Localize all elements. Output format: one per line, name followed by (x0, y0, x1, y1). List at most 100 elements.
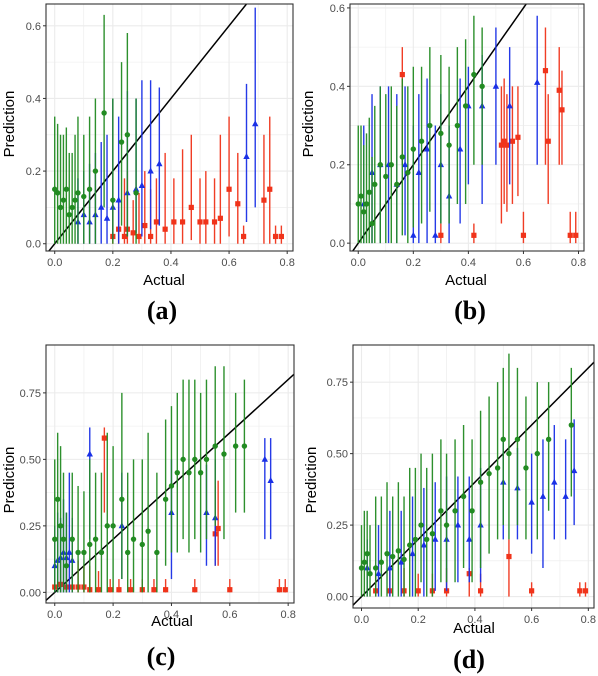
panel-c-point-green (52, 536, 58, 542)
panel-c-point-green (174, 469, 180, 476)
panel-c-point-red (95, 587, 102, 593)
panel-a-point-blue (147, 167, 154, 174)
panel-b-point-green (388, 162, 394, 168)
panel-c-point-green (154, 549, 160, 556)
panel-b-x-tick-label: 0.8 (571, 257, 586, 269)
panel-d-plot-area: 0.0 0.2 0.4 0.6 0.8 0.00 0.25 0.50 0.75 (327, 344, 596, 626)
panel-a-plot-area: 0.0 0.2 0.4 0.6 0.8 0.0 0.2 0.4 0.6 (26, 3, 295, 269)
panel-d-point-blue (409, 550, 416, 557)
panel-b-y-tick-label: 0.2 (330, 160, 345, 172)
panel-d-point-green (401, 556, 407, 563)
panel-b-point-blue (401, 161, 409, 168)
panel-b-point-red (573, 232, 579, 238)
panel-d-point-blue (420, 541, 428, 548)
panel-a-point-red (179, 219, 186, 225)
panel-d-point-blue (375, 570, 382, 577)
panel-b: Prediction Actual (b) 0.0 0.2 0.4 0.6 0.80.0… (300, 3, 586, 325)
panel-a-background (46, 4, 293, 251)
panel-d-point-green (523, 465, 529, 471)
panel-a-point-red (267, 186, 273, 192)
panel-c-y-axis-title: Prediction (1, 447, 18, 514)
panel-a-y-axis-title: Prediction (1, 91, 18, 158)
panel-d-point-green (443, 522, 450, 528)
panel-b-x-tick-label: 0.4 (461, 257, 476, 269)
panel-c-point-red (107, 587, 113, 593)
panel-a-y-tick-label: 0.6 (26, 21, 41, 33)
panel-a-identity-line (47, 4, 248, 251)
panel-c-point-green (162, 496, 169, 502)
panel-b-point-green (446, 142, 452, 148)
panel-a-point-red (211, 219, 218, 225)
panel-a-point-red (121, 233, 128, 240)
panel-d-letter: (d) (453, 645, 485, 674)
panel-c-point-green (119, 496, 125, 502)
panel-a-point-red (278, 233, 284, 240)
panel-c-point-green (212, 443, 218, 449)
panel-a-x-tick-label: 0.4 (163, 257, 178, 269)
panel-d-y-tick-label: 0.00 (327, 592, 348, 604)
panel-a-point-green (60, 197, 67, 203)
panel-c-point-green (60, 536, 67, 542)
panel-b-point-red (509, 138, 516, 144)
panel-b-point-green (383, 173, 389, 180)
panel-a-point-green (86, 186, 93, 192)
panel-d-point-green (364, 550, 370, 557)
panel-a-point-red (148, 233, 154, 240)
panel-a-point-red (261, 197, 267, 203)
panel-b-point-green (369, 220, 375, 227)
panel-d-point-green (469, 508, 475, 514)
panel-a-point-blue (252, 120, 259, 127)
panel-d-point-green (545, 436, 552, 443)
panel-b-point-blue (410, 231, 417, 238)
panel-b-point-blue (415, 168, 423, 175)
panel-d-x-tick-label: 0.2 (411, 614, 426, 626)
panel-d-point-blue (551, 478, 558, 485)
panel-d-y-tick-label: 0.50 (327, 449, 348, 461)
panel-d-point-blue (454, 521, 462, 528)
panel-d-point-blue (528, 498, 535, 505)
panel-c-data-layer (46, 366, 294, 602)
panel-a-y-tick-label: 0.4 (26, 93, 41, 105)
panel-c-point-green (63, 563, 70, 569)
panel-b-y-axis-title: Prediction (300, 91, 317, 158)
panel-d-y-tick-label: 0.25 (327, 520, 348, 532)
panel-c-y-tick-label: 0.75 (20, 388, 41, 400)
panel-a-point-green (110, 197, 116, 203)
panel-c-point-green (203, 456, 210, 463)
panel-b-letter: (b) (454, 296, 486, 325)
panel-b-point-green (372, 181, 378, 188)
panel-a-point-red (235, 201, 241, 207)
panel-c-point-green (241, 443, 248, 449)
panel-a-point-blue (156, 160, 163, 167)
panel-a-point-red (217, 215, 223, 221)
panel-b-ticks: 0.0 0.2 0.4 0.6 0.8 0.0 0.2 0.4 0.6 (330, 3, 586, 269)
panel-b-point-green (462, 103, 469, 109)
panel-d-point-green (372, 565, 379, 571)
panel-c-point-green (75, 549, 81, 556)
panel-b-point-red (556, 87, 562, 93)
panel-c-series-green (52, 366, 248, 593)
panel-c-point-blue (66, 548, 73, 555)
panel-c-point-green (124, 549, 131, 556)
panel-d-point-red (577, 588, 583, 594)
panel-c-point-green (81, 549, 87, 556)
panel-d-point-red (415, 588, 421, 594)
panel-a-point-green (92, 168, 99, 174)
panel-b-point-red (545, 138, 551, 144)
panel-a-point-red (197, 219, 203, 225)
panel-a-point-red (226, 186, 232, 192)
panel-b-point-blue (456, 145, 464, 152)
panel-a-point-green (81, 193, 87, 200)
panel-d-data-layer (353, 353, 594, 607)
panel-b-x-tick-label: 0.6 (516, 257, 531, 269)
panel-b-point-red (567, 232, 573, 238)
panel-a-point-red (203, 219, 209, 225)
panel-c-point-red (215, 525, 221, 532)
panel-b-y-tick-label: 0.0 (330, 238, 345, 250)
panel-d-x-axis-title: Actual (453, 620, 495, 637)
panel-b-y-tick-label: 0.4 (330, 81, 345, 93)
panel-a-point-red (188, 204, 194, 211)
panel-a: Prediction Actual (a) 0.0 0.2 0.4 0.6 0.80.0… (1, 3, 295, 325)
panel-a-point-green (63, 186, 70, 192)
panel-c-point-red (151, 587, 157, 593)
